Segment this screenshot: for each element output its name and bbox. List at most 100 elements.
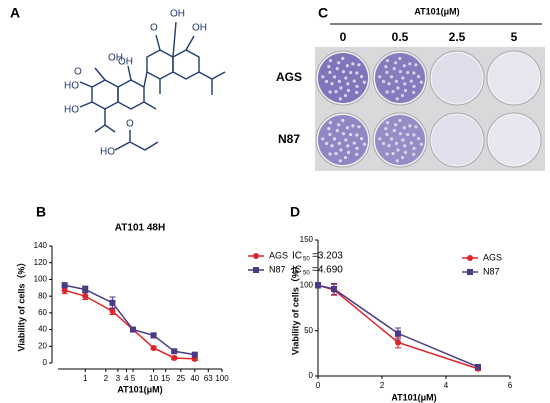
speckle xyxy=(453,86,457,90)
speckle xyxy=(396,86,400,90)
stain xyxy=(318,115,368,165)
speckle xyxy=(402,64,406,68)
speckle xyxy=(526,133,530,137)
speckle xyxy=(512,70,517,74)
x-tick-label: 2 xyxy=(104,374,109,383)
speckle xyxy=(499,70,503,74)
speckle xyxy=(438,79,443,84)
speckle xyxy=(412,152,416,157)
atom: OH xyxy=(192,23,207,34)
speckle xyxy=(396,148,400,152)
speckle xyxy=(337,123,341,127)
y-tick-label: 0 xyxy=(309,371,314,380)
speckle xyxy=(381,79,386,84)
speckle xyxy=(442,59,447,63)
speckle xyxy=(409,79,413,83)
speckle xyxy=(442,90,446,94)
speckle xyxy=(385,152,389,156)
speckle xyxy=(408,62,412,66)
speckle xyxy=(412,71,416,75)
x-tick-label: 25 xyxy=(176,374,185,383)
speckle xyxy=(510,148,514,152)
speckle xyxy=(499,59,504,63)
stain xyxy=(432,53,482,103)
speckle xyxy=(517,144,521,148)
speckle xyxy=(444,82,448,86)
speckle xyxy=(499,132,503,136)
y-tick-label: 40 xyxy=(38,325,47,334)
speckle xyxy=(344,138,348,142)
speckle xyxy=(338,97,342,101)
speckle xyxy=(362,80,367,84)
x-tick-label: 40 xyxy=(190,374,199,383)
speckle xyxy=(385,121,390,125)
speckle xyxy=(526,71,530,75)
speckle xyxy=(328,70,332,74)
speckle xyxy=(351,62,355,66)
plates-title: AT101(μM) xyxy=(414,6,459,16)
speckle xyxy=(403,144,407,148)
marker xyxy=(315,282,321,289)
speckle xyxy=(387,144,391,148)
speckle xyxy=(514,93,519,98)
speckle xyxy=(469,146,473,151)
speckle xyxy=(473,74,478,79)
x-axis-label: AT101(μM) xyxy=(391,392,436,402)
speckle xyxy=(469,133,473,137)
x-tick-label: 5 xyxy=(131,374,136,383)
speckle xyxy=(509,159,513,163)
speckle xyxy=(442,132,446,136)
speckle xyxy=(346,82,350,86)
speckle xyxy=(510,86,514,90)
x-tick-label: 6 xyxy=(508,381,513,390)
ring xyxy=(117,79,145,110)
speckle xyxy=(522,62,526,66)
y-tick-label: 120 xyxy=(34,258,48,267)
speckle xyxy=(412,90,416,95)
marker xyxy=(331,285,337,292)
speckle xyxy=(442,121,447,125)
y-tick-label: 20 xyxy=(38,341,47,350)
marker xyxy=(130,326,137,333)
speckle xyxy=(515,76,519,80)
speckle xyxy=(516,64,520,68)
ring xyxy=(146,49,174,80)
speckle xyxy=(466,79,470,83)
speckle xyxy=(459,126,463,130)
speckle xyxy=(509,97,513,101)
speckle xyxy=(394,123,398,127)
well xyxy=(429,50,485,106)
speckle xyxy=(451,141,456,145)
speckle xyxy=(451,79,456,83)
speckle xyxy=(339,86,343,90)
speckle xyxy=(441,127,445,131)
speckle xyxy=(406,132,410,137)
speckle xyxy=(352,79,356,83)
speckle xyxy=(330,144,334,148)
speckle xyxy=(459,64,463,68)
stain xyxy=(489,53,539,103)
speckle xyxy=(517,82,521,86)
speckle xyxy=(526,90,530,95)
x-tick-label: 2 xyxy=(380,381,385,390)
speckle xyxy=(508,123,512,127)
speckle xyxy=(457,93,462,98)
speckle xyxy=(349,132,353,137)
speckle xyxy=(458,138,462,142)
atom: O xyxy=(74,67,82,78)
ring xyxy=(172,49,200,80)
speckle xyxy=(384,127,388,131)
speckle xyxy=(416,74,421,79)
speckle xyxy=(441,65,445,69)
x-tick-label: 100 xyxy=(215,374,229,383)
speckle xyxy=(526,152,530,157)
speckle xyxy=(476,142,481,146)
y-axis-label: Viability of cells（%） xyxy=(16,258,26,352)
marker xyxy=(467,269,473,275)
speckle xyxy=(324,141,329,146)
speckle xyxy=(530,136,535,141)
speckle xyxy=(499,152,503,156)
structure xyxy=(79,21,226,151)
speckle xyxy=(403,82,407,86)
